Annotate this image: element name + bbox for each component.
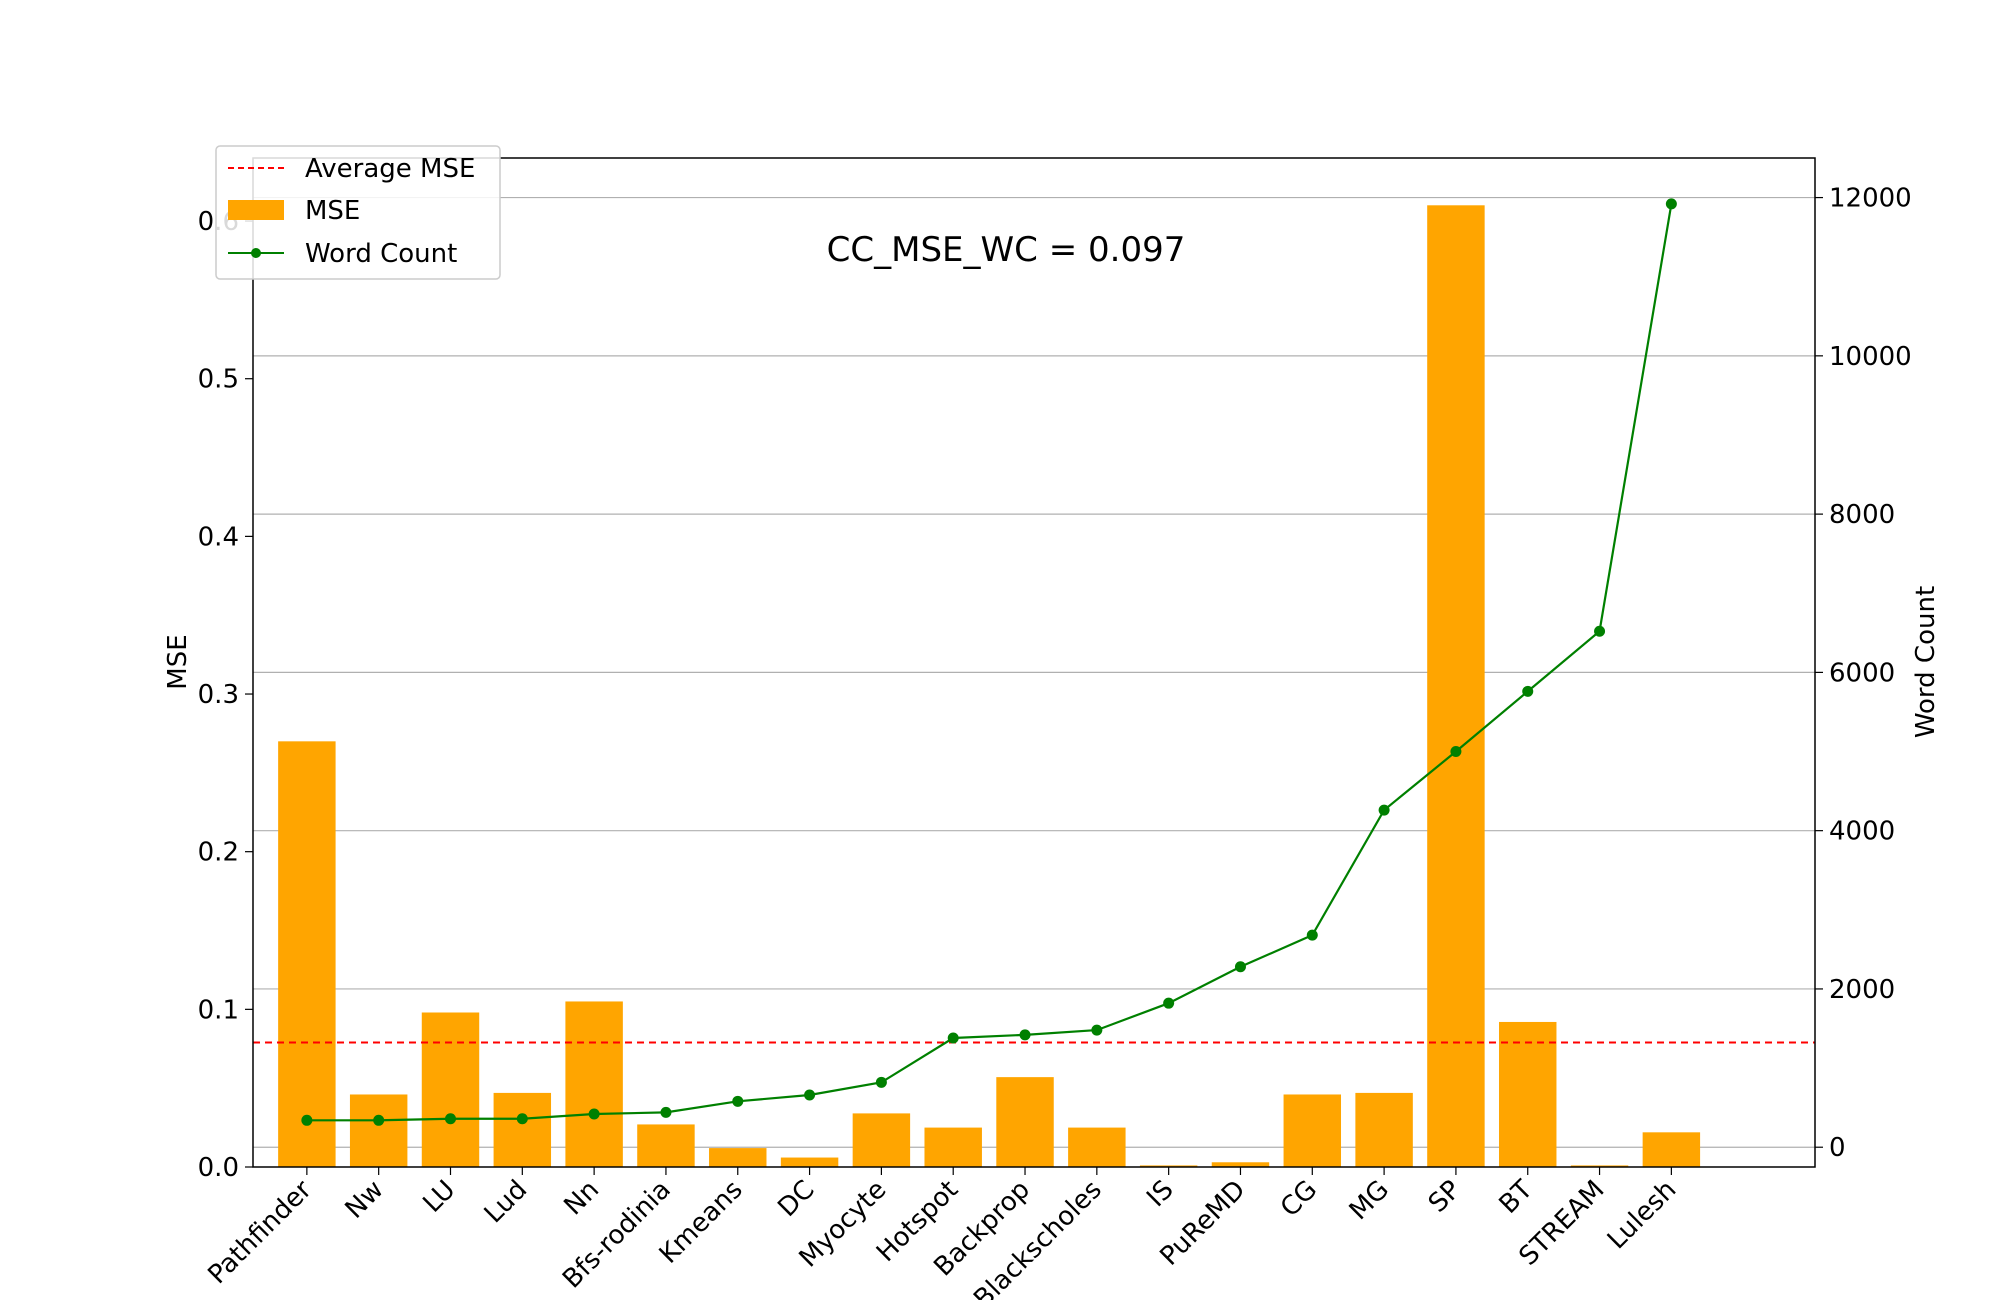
y-axis-title: MSE (163, 634, 193, 689)
y2-tick-label: 12000 (1829, 184, 1912, 214)
y2-tick-label: 4000 (1829, 817, 1895, 847)
word-count-point (516, 1113, 528, 1125)
y-tick-label: 0.3 (198, 680, 239, 710)
word-count-line (301, 198, 1677, 1126)
mse-bar (780, 1157, 839, 1167)
y-tick-label: 0.0 (198, 1153, 239, 1183)
mse-bar (924, 1127, 982, 1167)
word-count-point (660, 1106, 672, 1118)
correlation-annotation: CC_MSE_WC = 0.097 (827, 230, 1186, 270)
y2-tick-label: 2000 (1829, 975, 1895, 1005)
word-count-point (875, 1076, 887, 1088)
mse-bar (996, 1077, 1054, 1167)
mse-bar (1499, 1021, 1557, 1167)
left-axis-ticks: 0.00.10.20.30.40.50.6 (198, 207, 253, 1183)
y2-tick-label: 6000 (1829, 658, 1895, 688)
word-count-point (1450, 746, 1462, 758)
x-tick-label: IS (1141, 1175, 1179, 1213)
mse-bar (565, 1001, 623, 1167)
word-count-point (1378, 804, 1390, 816)
legend-average-mse-label: Average MSE (305, 154, 475, 184)
gridlines (253, 196, 1815, 1148)
word-count-point (1665, 198, 1677, 210)
word-count-point (1234, 961, 1246, 973)
plot-border (252, 157, 1816, 1168)
x-tick-label: Lulesh (1602, 1175, 1682, 1255)
mse-bar (1570, 1165, 1629, 1167)
x-tick-label: Lud (479, 1175, 533, 1229)
word-count-point (301, 1114, 313, 1126)
y-tick-label: 0.2 (198, 838, 239, 868)
word-count-point (373, 1114, 385, 1126)
mse-bar (1211, 1162, 1270, 1167)
word-count-polyline (306, 203, 1673, 1122)
x-tick-label: CG (1275, 1175, 1323, 1223)
x-tick-label: Pathfinder (202, 1175, 318, 1291)
y-tick-label: 0.4 (198, 522, 239, 552)
mse-bar (1068, 1127, 1126, 1167)
word-count-point (1522, 685, 1534, 697)
mse-bar (852, 1113, 911, 1167)
legend-word-count-label: Word Count (305, 239, 457, 269)
x-tick-label: DC (772, 1175, 820, 1223)
x-tick-label: Nn (558, 1175, 605, 1222)
legend: Average MSE MSE Word Count (215, 145, 501, 280)
legend-word-count-marker (251, 248, 261, 258)
word-count-point (732, 1095, 744, 1107)
word-count-point (1594, 625, 1606, 637)
x-tick-label: LU (417, 1175, 461, 1219)
mse-bar (709, 1148, 767, 1167)
mse-bar (421, 1012, 480, 1167)
word-count-point (804, 1089, 816, 1101)
x-tick-label: MG (1344, 1175, 1395, 1226)
mse-bar (278, 741, 336, 1167)
x-tick-label: Nw (340, 1175, 390, 1225)
y2-tick-label: 8000 (1829, 500, 1895, 530)
y2-axis-title: Word Count (1911, 586, 1941, 738)
y2-tick-label: 10000 (1829, 342, 1912, 372)
x-tick-label: SP (1423, 1175, 1467, 1219)
mse-bar (1355, 1092, 1413, 1167)
legend-mse-label: MSE (305, 196, 360, 226)
legend-box (215, 145, 501, 280)
mse-bar (1139, 1165, 1198, 1167)
word-count-point (1163, 997, 1175, 1009)
word-count-point (947, 1032, 959, 1044)
word-count-point (444, 1113, 456, 1125)
plot-frame (252, 157, 1816, 1168)
word-count-point (1019, 1029, 1031, 1041)
right-axis-ticks: 0 2000 4000 6000 8000 10000 12000 (1815, 184, 1912, 1163)
word-count-point (1091, 1024, 1103, 1036)
mse-bar (637, 1124, 695, 1167)
x-tick-label: BT (1494, 1175, 1539, 1220)
y2-tick-label: 0 (1829, 1133, 1846, 1163)
legend-mse-swatch (228, 200, 284, 220)
mse-bar (1642, 1132, 1701, 1167)
mse-bar (1427, 205, 1485, 1167)
mse-bars (278, 205, 1701, 1167)
word-count-point (1306, 929, 1318, 941)
word-count-point (588, 1108, 600, 1120)
mse-bar (1283, 1094, 1342, 1167)
y-tick-label: 0.5 (198, 365, 239, 395)
mse-bar (493, 1092, 552, 1167)
y-tick-label: 0.1 (198, 995, 239, 1025)
mse-bar (349, 1094, 408, 1167)
